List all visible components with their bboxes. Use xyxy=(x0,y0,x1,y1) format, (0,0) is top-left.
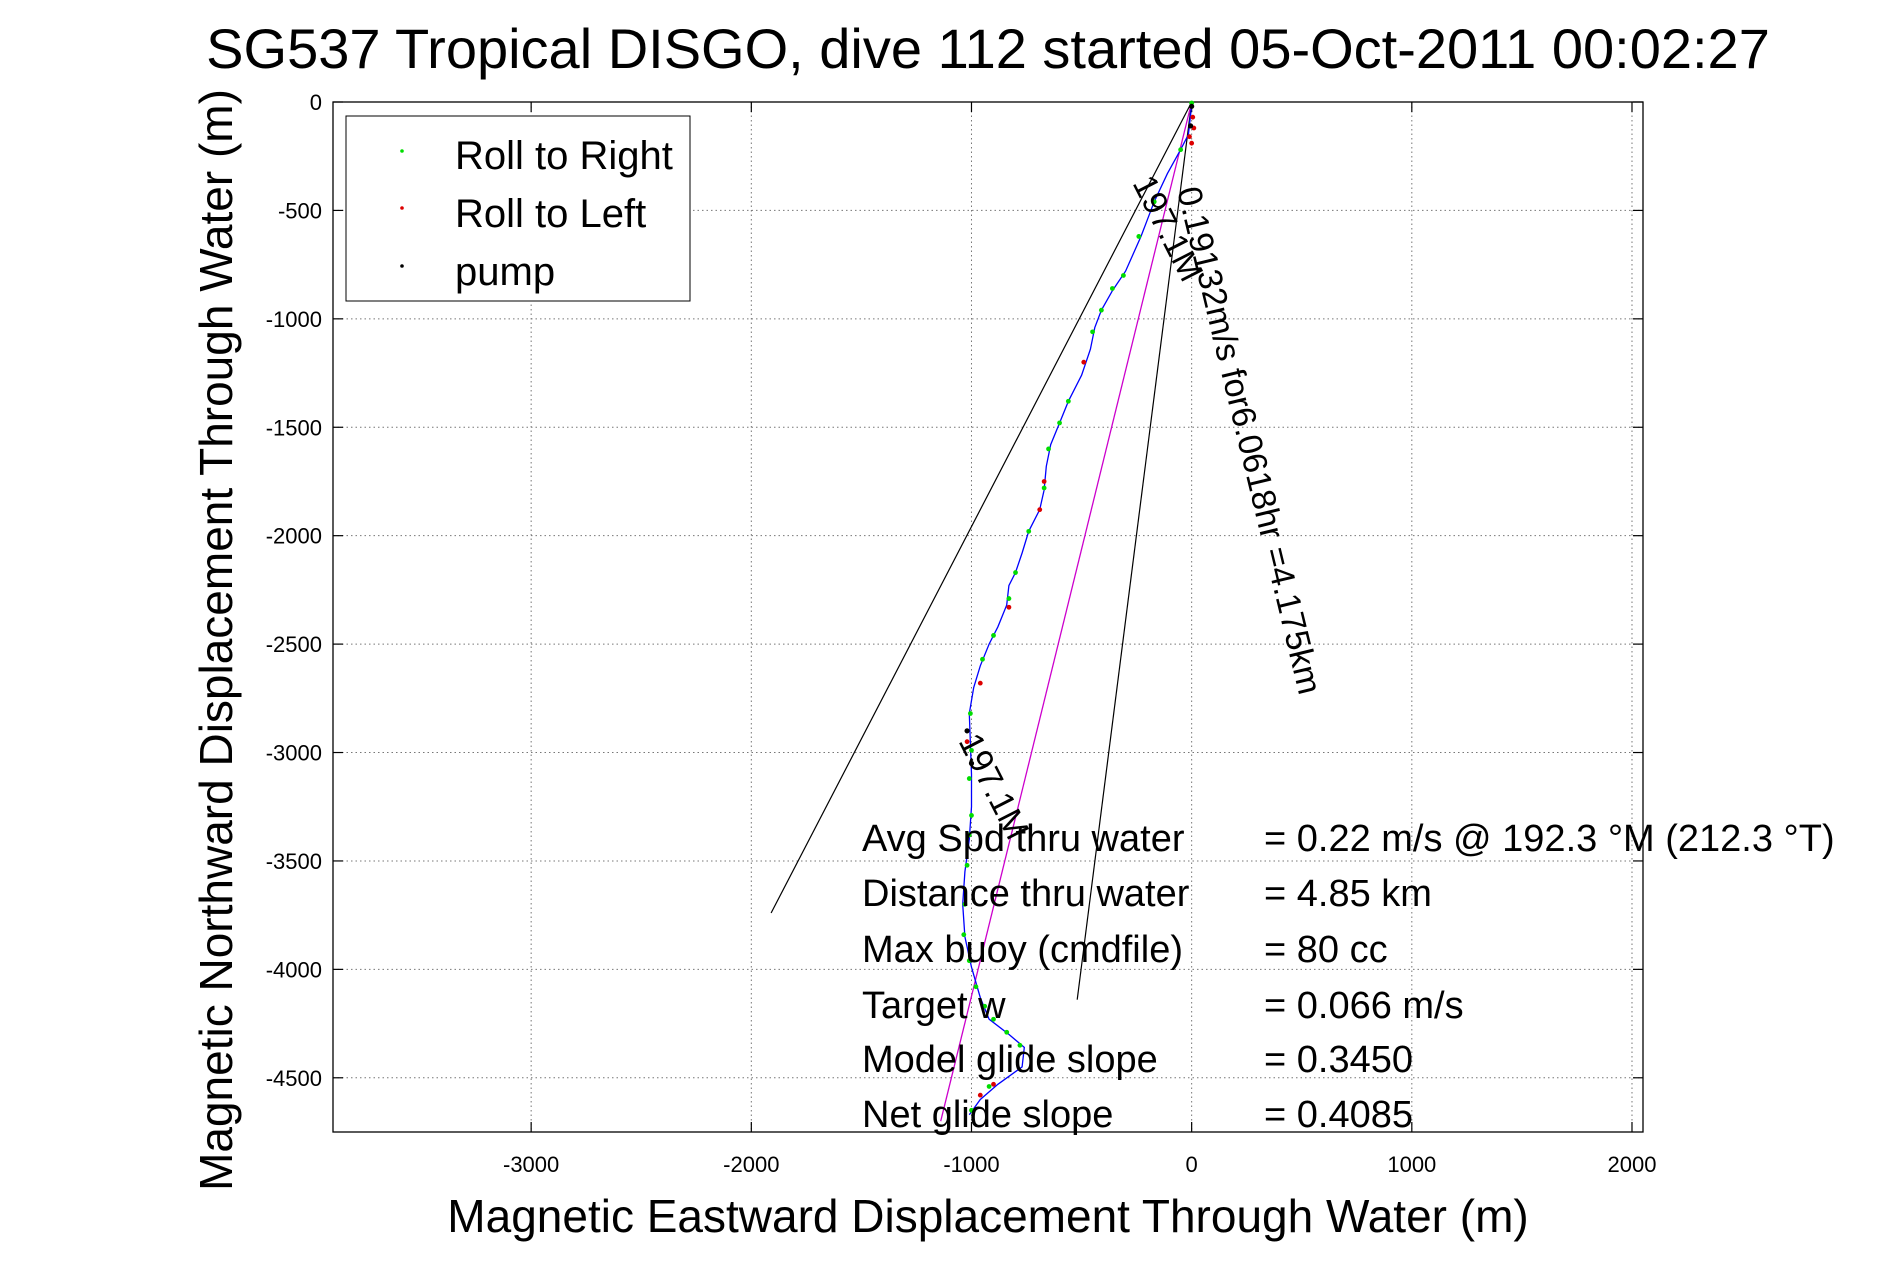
legend-marker-roll-left xyxy=(400,206,404,210)
roll-left-point xyxy=(977,680,983,686)
roll-left-point xyxy=(1041,479,1047,484)
axis-ticks: -3000 -2000 -1000 0 1000 2000 0 -500 -1000 -1500 -… xyxy=(266,90,1657,1177)
stats-annotation: Avg Spd thru water Distance thru water Max… xyxy=(862,818,1835,1136)
stat-value: = 0.22 m/s @ 192.3 °M (212.3 °T) xyxy=(1264,818,1835,860)
pump-point xyxy=(964,728,970,734)
roll-right-point xyxy=(964,862,970,868)
roll-right-point xyxy=(1046,446,1051,452)
roll-right-point xyxy=(1026,528,1032,534)
stat-value: = 0.066 m/s xyxy=(1264,985,1464,1027)
roll-right-point xyxy=(1057,420,1062,426)
roll-right-point xyxy=(1090,329,1095,335)
pump-point xyxy=(1189,103,1195,109)
legend-label-roll-right: Roll to Right xyxy=(455,134,673,178)
roll-right-point xyxy=(969,747,974,753)
y-tick-label: -3500 xyxy=(266,849,322,874)
roll-right-point xyxy=(961,932,967,938)
roll-right-point xyxy=(1098,307,1104,313)
stat-label: Distance thru water xyxy=(862,873,1190,915)
roll-right-point xyxy=(966,958,972,964)
pump-point xyxy=(968,760,975,766)
chart-title: SG537 Tropical DISGO, dive 112 started 0… xyxy=(206,17,1770,80)
legend-marker-roll-right xyxy=(400,149,404,153)
roll-right-point xyxy=(969,813,974,818)
y-tick-label: -1500 xyxy=(266,415,322,440)
roll-left-point xyxy=(1190,114,1196,120)
roll-right-point xyxy=(967,711,973,716)
roll-right-point xyxy=(1006,596,1012,601)
y-tick-label: -3000 xyxy=(266,741,322,766)
heading-line-right xyxy=(1076,101,1193,1000)
y-tick-label: -4000 xyxy=(266,957,322,982)
stat-value: = 80 cc xyxy=(1264,929,1388,971)
y-axis-label: Magnetic Northward Displacement Through … xyxy=(190,89,242,1191)
roll-right-point xyxy=(1004,1029,1010,1035)
model-course-line xyxy=(940,101,1193,1122)
roll-right-point xyxy=(962,901,968,907)
roll-right-point xyxy=(969,1107,974,1113)
stat-label: Target w xyxy=(862,985,1006,1027)
roll-right-point xyxy=(966,776,972,781)
x-tick-label: -1000 xyxy=(943,1152,999,1177)
roll-left-point xyxy=(991,1081,996,1087)
stat-label: Max buoy (cmdfile) xyxy=(862,929,1183,971)
x-tick-label: -2000 xyxy=(723,1152,779,1177)
x-tick-label: 2000 xyxy=(1608,1152,1657,1177)
roll-right-point xyxy=(1017,1042,1023,1048)
roll-right-point xyxy=(1178,147,1184,153)
roll-left-point xyxy=(977,1092,983,1098)
stat-label: Model glide slope xyxy=(862,1039,1158,1081)
roll-right-point xyxy=(1065,398,1071,404)
roll-left-point xyxy=(1006,604,1012,610)
legend: Roll to Right Roll to Left pump xyxy=(345,115,691,302)
roll-left-point xyxy=(1187,134,1192,140)
stat-label: Net glide slope xyxy=(862,1094,1113,1136)
roll-right-point xyxy=(1151,199,1157,205)
roll-left-point xyxy=(1081,359,1087,365)
x-tick-label: 1000 xyxy=(1387,1152,1436,1177)
x-tick-label: 0 xyxy=(1186,1152,1198,1177)
roll-right-point xyxy=(1109,286,1115,291)
x-axis-label: Magnetic Eastward Displacement Through W… xyxy=(447,1190,1528,1242)
y-tick-label: -1000 xyxy=(266,307,322,332)
roll-left-point xyxy=(1037,507,1043,513)
legend-label-roll-left: Roll to Left xyxy=(455,192,646,236)
y-tick-label: 0 xyxy=(310,90,322,115)
y-tick-label: -500 xyxy=(278,198,322,223)
roll-right-point xyxy=(1121,273,1126,278)
roll-right-point xyxy=(973,984,979,990)
y-tick-label: -4500 xyxy=(266,1066,322,1091)
legend-marker-pump xyxy=(400,264,404,268)
y-tick-label: -2500 xyxy=(266,632,322,657)
roll-right-point xyxy=(1041,485,1047,491)
roll-left-point xyxy=(964,739,970,745)
roll-right-point xyxy=(991,1016,996,1022)
pump-point xyxy=(1187,123,1194,129)
stat-value: = 0.4085 xyxy=(1264,1094,1413,1136)
roll-right-point xyxy=(982,1003,988,1009)
roll-right-point xyxy=(966,832,972,838)
legend-label-pump: pump xyxy=(455,250,555,294)
series-points xyxy=(961,100,1197,1113)
roll-right-point xyxy=(980,656,985,662)
plot-area xyxy=(332,101,1644,1133)
stat-value: = 0.3450 xyxy=(1264,1039,1413,1081)
roll-left-point xyxy=(1189,140,1195,146)
roll-right-point xyxy=(1136,234,1142,239)
y-tick-label: -2000 xyxy=(266,524,322,549)
x-tick-label: -3000 xyxy=(503,1152,559,1177)
roll-right-point xyxy=(991,633,996,638)
heading-line-left xyxy=(770,101,1193,914)
stat-label: Avg Spd thru water xyxy=(862,818,1185,860)
roll-right-point xyxy=(986,1084,992,1089)
roll-right-point xyxy=(1013,570,1018,575)
stat-value: = 4.85 km xyxy=(1264,873,1432,915)
